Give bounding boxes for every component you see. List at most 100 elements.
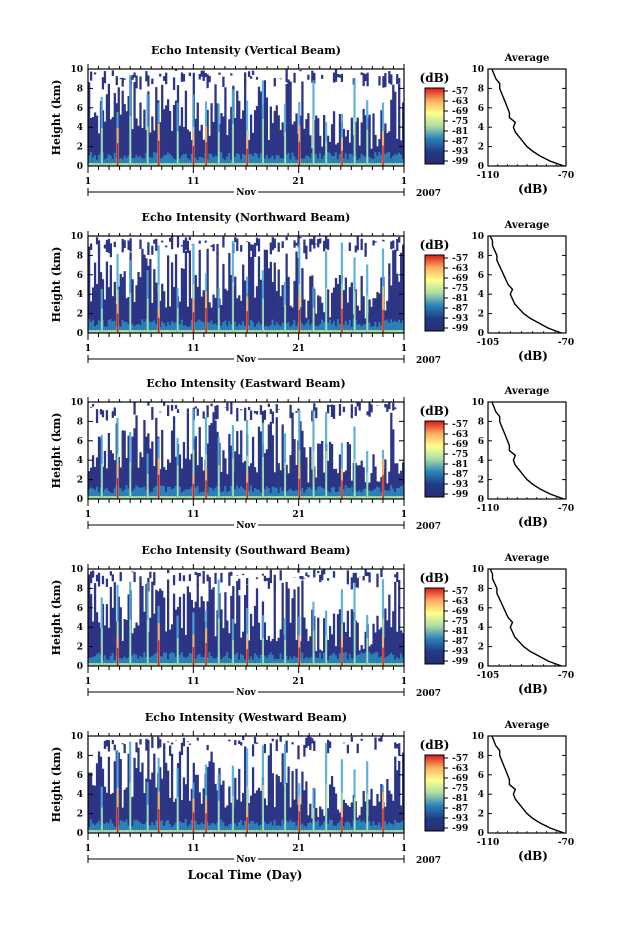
heatmap-cell xyxy=(370,158,373,166)
heatmap-cell xyxy=(188,163,191,166)
x-tick-label: 1 xyxy=(85,844,91,854)
heatmap-cell xyxy=(216,243,219,256)
heatmap-cell xyxy=(271,496,274,499)
heatmap-cell xyxy=(301,830,304,833)
heatmap-cell xyxy=(303,492,306,499)
heatmap-cell xyxy=(370,473,373,499)
heatmap-cell xyxy=(396,572,399,582)
heatmap-cell xyxy=(161,663,164,666)
heatmap-cell xyxy=(247,466,251,499)
heatmap-cell xyxy=(137,125,140,166)
heatmap-cell xyxy=(244,594,247,666)
heatmap-cell xyxy=(127,155,130,166)
heatmap-cell xyxy=(202,290,205,333)
heatmap-cell xyxy=(230,802,233,833)
colorbar-tick-label: -99 xyxy=(452,324,468,334)
profile-y-tick-label: 6 xyxy=(478,771,484,781)
heatmap-cell xyxy=(277,324,280,333)
profile-y-tick-label: 2 xyxy=(478,143,484,153)
heatmap-cell xyxy=(167,255,170,333)
heatmap-cell xyxy=(206,496,209,499)
heatmap-cell xyxy=(244,330,247,333)
heatmap-cell xyxy=(89,467,93,499)
heatmap-cell xyxy=(127,657,130,666)
heatmap-cell xyxy=(372,330,375,333)
colorbar-tick-label: -63 xyxy=(452,97,468,107)
heatmap-cell xyxy=(386,620,389,666)
heatmap-cell xyxy=(299,830,302,833)
x-tick-label: 1 xyxy=(85,677,91,687)
heatmap-cell xyxy=(176,638,179,666)
heatmap-cell xyxy=(332,496,336,499)
heatmap-cell xyxy=(184,496,188,499)
heatmap-cell xyxy=(366,472,369,499)
heatmap-cell xyxy=(125,457,128,499)
heatmap-cell xyxy=(216,657,219,666)
heatmap-cell xyxy=(101,603,105,666)
heatmap-cell xyxy=(326,152,330,166)
month-label: Nov xyxy=(236,355,256,365)
heatmap-cell xyxy=(121,491,124,499)
heatmap-cell xyxy=(386,319,389,333)
heatmap-cell xyxy=(309,330,312,333)
heatmap-cell xyxy=(111,740,114,745)
heatmap-cell xyxy=(348,806,351,833)
heatmap-cell xyxy=(153,753,156,833)
heatmap-cell xyxy=(184,330,188,333)
profile-line xyxy=(491,401,565,500)
heatmap-cell xyxy=(259,91,263,166)
heatmap-cell xyxy=(342,826,346,833)
heatmap-cell xyxy=(159,330,162,333)
heatmap-cell xyxy=(372,830,375,833)
heatmap-cell xyxy=(158,474,160,499)
y-tick-label: 4 xyxy=(77,290,83,300)
heatmap-cell xyxy=(319,443,322,499)
heatmap-cell xyxy=(167,99,170,166)
heatmap-cell xyxy=(149,571,152,579)
heatmap-cell xyxy=(214,830,217,833)
heatmap-cell xyxy=(293,72,296,83)
heatmap-cell xyxy=(101,663,105,666)
heatmap-cell xyxy=(236,431,239,499)
heatmap-cell xyxy=(301,652,304,666)
heatmap-cell xyxy=(273,487,276,499)
heatmap-cell xyxy=(348,653,351,666)
heatmap-cell xyxy=(356,117,359,166)
heatmap-cell xyxy=(220,784,223,833)
heatmap-cell xyxy=(216,830,219,833)
heatmap-cell xyxy=(332,321,336,333)
heatmap-cell xyxy=(198,653,201,666)
heatmap-cell xyxy=(143,793,146,833)
heatmap-cell xyxy=(334,655,338,666)
heatmap-cell xyxy=(398,319,401,333)
heatmap-cell xyxy=(328,819,332,833)
heatmap-cell xyxy=(186,830,190,833)
heatmap-cell xyxy=(269,743,272,757)
heatmap-cell xyxy=(346,610,349,666)
heatmap-cell xyxy=(255,411,259,415)
heatmap-cell xyxy=(328,830,332,833)
heatmap-cell xyxy=(396,74,399,85)
heatmap-cell xyxy=(226,652,229,666)
heatmap-cell xyxy=(226,290,229,333)
heatmap-cell xyxy=(275,417,278,499)
heatmap-cell xyxy=(230,663,233,666)
heatmap-cell xyxy=(312,450,315,499)
y-tick-label: 8 xyxy=(77,84,83,94)
heatmap-cell xyxy=(255,163,259,166)
heatmap-cell xyxy=(392,402,395,411)
heatmap-cell xyxy=(319,653,322,666)
heatmap-cell xyxy=(236,330,239,333)
colorbar-tick-label: -81 xyxy=(452,627,468,637)
heatmap-cell xyxy=(279,653,282,666)
heatmap-cell xyxy=(309,496,312,499)
heatmap-cell xyxy=(127,830,130,833)
heatmap-cell xyxy=(149,156,152,166)
heatmap-cell xyxy=(305,830,308,833)
heatmap-cell xyxy=(269,261,272,333)
heatmap-cell xyxy=(228,252,231,333)
heatmap-cell xyxy=(362,108,365,166)
heatmap-cell xyxy=(392,330,395,333)
heatmap-cell xyxy=(234,496,237,499)
heatmap-cell xyxy=(97,496,101,499)
